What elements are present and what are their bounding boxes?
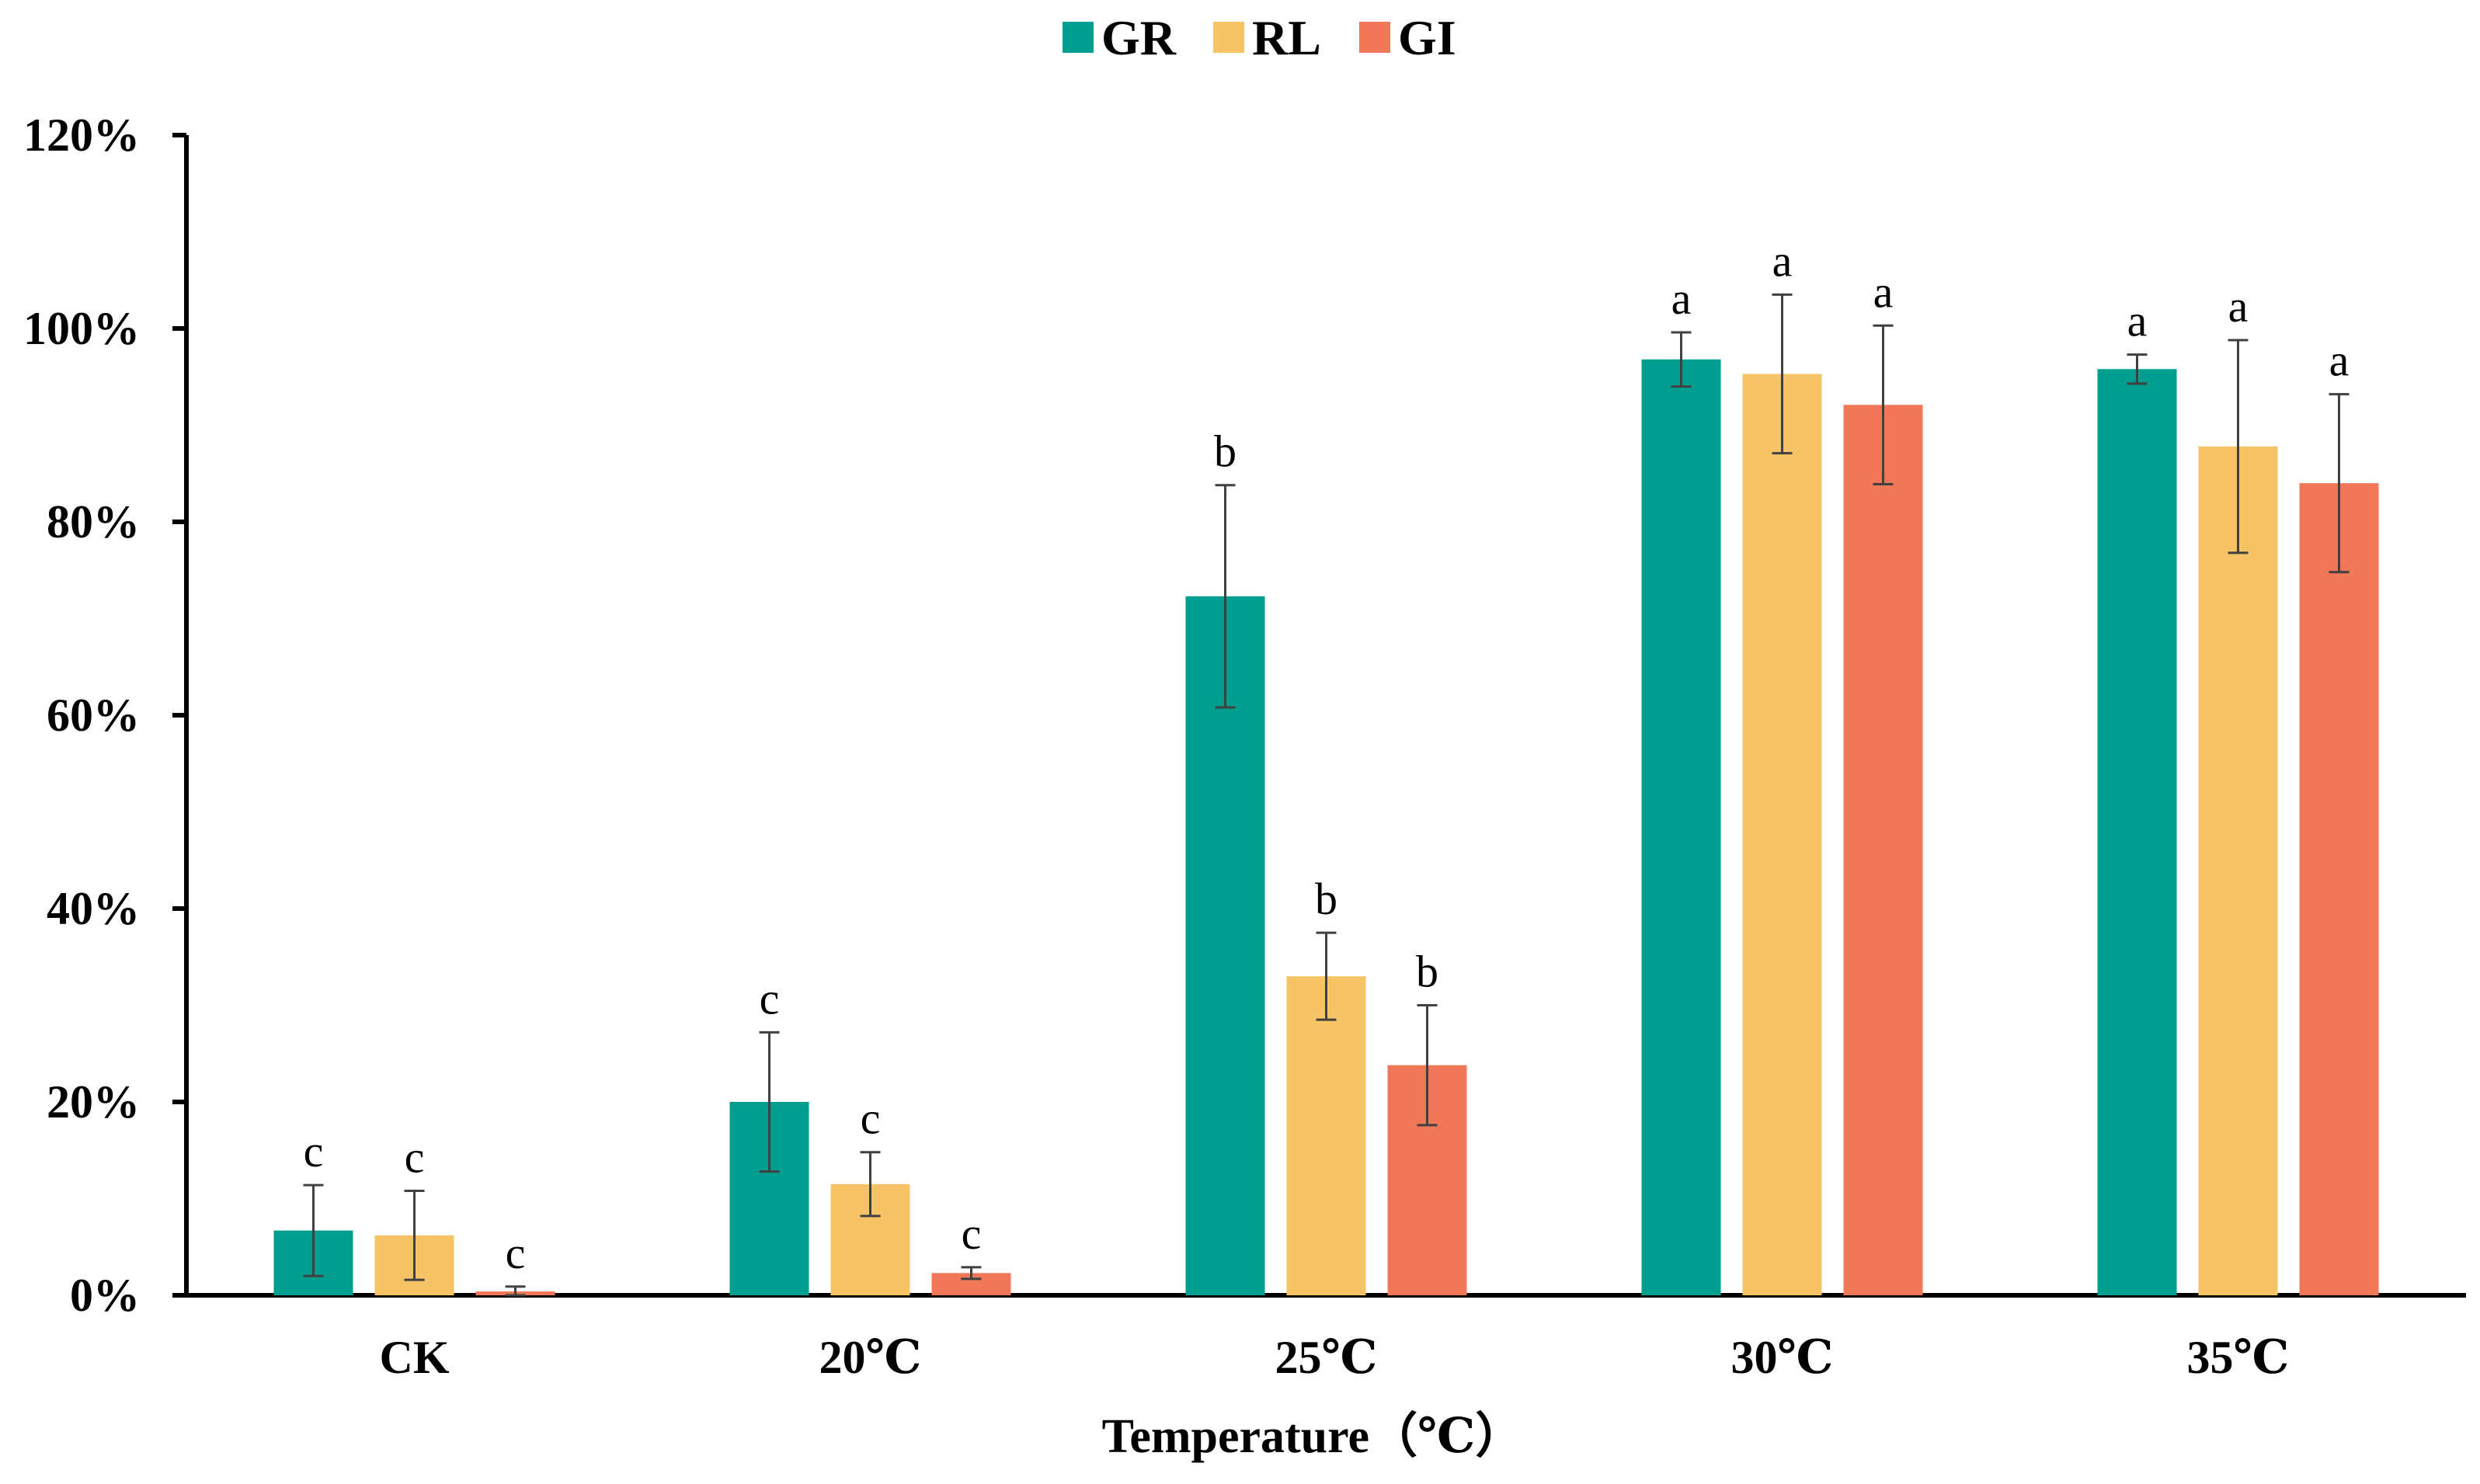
y-tick-label: 80% — [47, 496, 140, 547]
bar-gr — [1185, 596, 1265, 1295]
legend-item-rl: RL — [1213, 10, 1321, 65]
x-tick-label: 20℃ — [819, 1332, 922, 1383]
x-tick-label: 25℃ — [1275, 1332, 1378, 1383]
y-tick-label: 120% — [23, 109, 140, 161]
y-tick-label: 20% — [47, 1076, 140, 1128]
x-axis-title: Temperature（℃） — [1102, 1409, 1524, 1463]
y-tick-label: 100% — [23, 303, 140, 354]
significance-label: a — [1772, 235, 1793, 286]
significance-label: a — [2329, 335, 2350, 386]
legend-label: RL — [1252, 10, 1321, 65]
bar-gi — [1843, 405, 1923, 1295]
legend-swatch — [1213, 22, 1244, 53]
bar-rl — [2198, 446, 2278, 1295]
significance-label: c — [506, 1228, 526, 1278]
legend-label: GR — [1101, 10, 1177, 65]
error-bars — [303, 293, 2350, 1297]
significance-label: a — [2228, 281, 2249, 332]
legend: GR RL GI — [1063, 10, 1456, 65]
legend-swatch — [1359, 22, 1390, 53]
legend-item-gi: GI — [1359, 10, 1456, 65]
significance-label: a — [1671, 273, 1692, 324]
x-tick-label: 35℃ — [2187, 1332, 2290, 1383]
y-axis: 0% 20% 40% 60% 80% 100% 120% — [23, 109, 189, 1321]
bars — [273, 359, 2379, 1296]
x-tick-label: CK — [380, 1332, 450, 1383]
bar-gr — [1641, 359, 1721, 1296]
significance-label: c — [304, 1126, 324, 1176]
significance-label: b — [1315, 874, 1337, 924]
legend-label: GI — [1398, 10, 1456, 65]
bar-gr — [2097, 369, 2177, 1295]
legend-item-gr: GR — [1063, 10, 1177, 65]
significance-label: c — [962, 1208, 982, 1259]
legend-swatch — [1063, 22, 1094, 53]
significance-label: a — [1873, 266, 1894, 317]
significance-label: b — [1214, 426, 1237, 477]
y-tick-label: 0% — [70, 1270, 140, 1321]
bar-rl — [1286, 976, 1366, 1295]
significance-label: c — [760, 973, 780, 1024]
bar-rl — [1742, 374, 1822, 1295]
y-tick-label: 60% — [47, 690, 140, 741]
significance-label: a — [2127, 296, 2148, 346]
bar-gi — [2299, 483, 2379, 1296]
significance-label: c — [861, 1093, 881, 1144]
x-tick-label: 30℃ — [1731, 1332, 1834, 1383]
x-axis: CK 20℃ 25℃ 30℃ 35℃ — [186, 1293, 2466, 1383]
y-tick-label: 40% — [47, 883, 140, 934]
significance-label: c — [405, 1132, 425, 1183]
significance-label: b — [1416, 947, 1438, 997]
significance-labels: c c b a a c c b a a c c b a a — [304, 235, 2350, 1277]
